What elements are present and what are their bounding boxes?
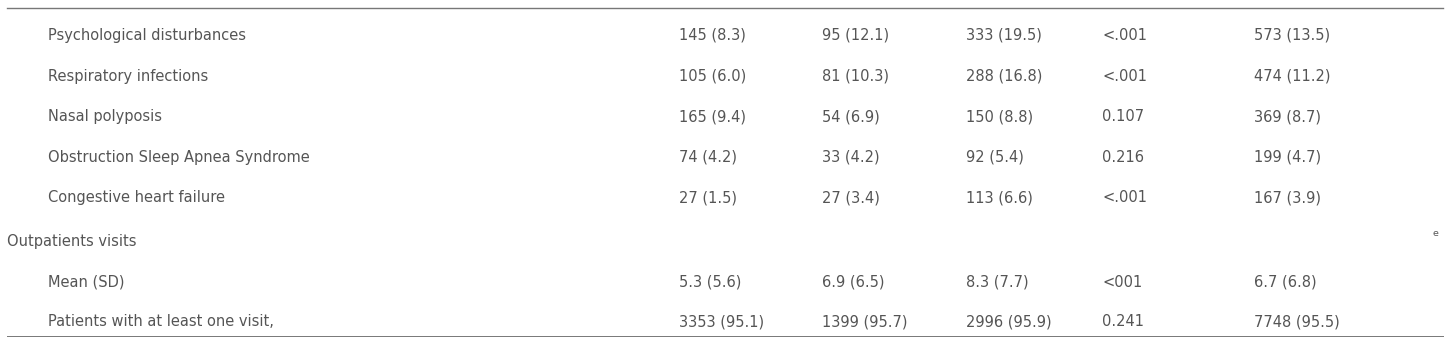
Text: 333 (19.5): 333 (19.5)	[966, 28, 1041, 43]
Text: 74 (4.2): 74 (4.2)	[679, 150, 737, 165]
Text: e: e	[1433, 229, 1438, 238]
Text: 92 (5.4): 92 (5.4)	[966, 150, 1024, 165]
Text: Mean (SD): Mean (SD)	[48, 275, 125, 290]
Text: 1399 (95.7): 1399 (95.7)	[822, 314, 908, 329]
Text: Psychological disturbances: Psychological disturbances	[48, 28, 246, 43]
Text: <.001: <.001	[1102, 28, 1147, 43]
Text: 7748 (95.5): 7748 (95.5)	[1254, 314, 1340, 329]
Text: 199 (4.7): 199 (4.7)	[1254, 150, 1321, 165]
Text: 113 (6.6): 113 (6.6)	[966, 190, 1032, 205]
Text: 81 (10.3): 81 (10.3)	[822, 69, 889, 83]
Text: 27 (3.4): 27 (3.4)	[822, 190, 880, 205]
Text: 105 (6.0): 105 (6.0)	[679, 69, 745, 83]
Text: 573 (13.5): 573 (13.5)	[1254, 28, 1331, 43]
Text: 2996 (95.9): 2996 (95.9)	[966, 314, 1051, 329]
Text: 33 (4.2): 33 (4.2)	[822, 150, 880, 165]
Text: <.001: <.001	[1102, 190, 1147, 205]
Text: 145 (8.3): 145 (8.3)	[679, 28, 745, 43]
Text: Respiratory infections: Respiratory infections	[48, 69, 209, 83]
Text: <.001: <.001	[1102, 69, 1147, 83]
Text: 5.3 (5.6): 5.3 (5.6)	[679, 275, 741, 290]
Text: 6.7 (6.8): 6.7 (6.8)	[1254, 275, 1317, 290]
Text: 369 (8.7): 369 (8.7)	[1254, 109, 1321, 124]
Text: 54 (6.9): 54 (6.9)	[822, 109, 880, 124]
Text: 0.241: 0.241	[1102, 314, 1144, 329]
Text: 8.3 (7.7): 8.3 (7.7)	[966, 275, 1028, 290]
Text: Outpatients visits: Outpatients visits	[7, 234, 136, 249]
Text: <001: <001	[1102, 275, 1143, 290]
Text: Nasal polyposis: Nasal polyposis	[48, 109, 162, 124]
Text: Patients with at least one visit,: Patients with at least one visit,	[48, 314, 278, 329]
Text: 27 (1.5): 27 (1.5)	[679, 190, 737, 205]
Text: 6.9 (6.5): 6.9 (6.5)	[822, 275, 884, 290]
Text: 3353 (95.1): 3353 (95.1)	[679, 314, 764, 329]
Text: 165 (9.4): 165 (9.4)	[679, 109, 745, 124]
Text: Congestive heart failure: Congestive heart failure	[48, 190, 225, 205]
Text: 150 (8.8): 150 (8.8)	[966, 109, 1032, 124]
Text: 0.216: 0.216	[1102, 150, 1144, 165]
Text: 474 (11.2): 474 (11.2)	[1254, 69, 1331, 83]
Text: 0.107: 0.107	[1102, 109, 1144, 124]
Text: Obstruction Sleep Apnea Syndrome: Obstruction Sleep Apnea Syndrome	[48, 150, 310, 165]
Text: 167 (3.9): 167 (3.9)	[1254, 190, 1321, 205]
Text: 288 (16.8): 288 (16.8)	[966, 69, 1043, 83]
Text: 95 (12.1): 95 (12.1)	[822, 28, 889, 43]
